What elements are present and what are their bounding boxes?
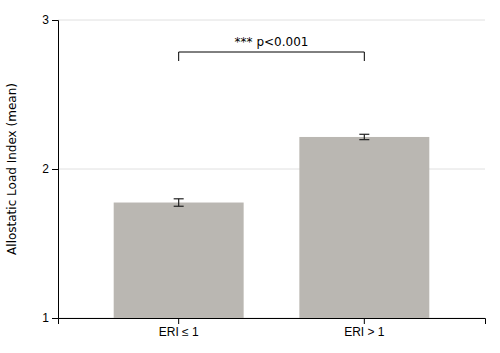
error-bar-stem	[178, 199, 179, 206]
x-axis-line	[59, 319, 486, 325]
y-tick-label: 1	[42, 311, 49, 325]
y-tick: 3	[42, 13, 58, 27]
error-bar-stem	[364, 134, 365, 139]
bar	[114, 203, 244, 318]
grid-line	[58, 20, 485, 21]
y-axis-line	[52, 21, 59, 319]
error-bar	[359, 134, 369, 139]
significance-bracket	[179, 52, 365, 61]
y-tick-label: 3	[42, 13, 49, 27]
bar	[299, 137, 429, 318]
marks	[114, 134, 430, 318]
error-bar	[174, 199, 184, 206]
x-tick: ERI > 1	[344, 318, 385, 339]
error-bar-cap	[174, 198, 184, 199]
chart: ERI ≤ 1 ERI > 1 1 2 3 *** p<0.001 Allostatic L…	[0, 0, 500, 353]
x-axis: ERI ≤ 1 ERI > 1	[59, 318, 486, 339]
error-bar-cap	[359, 134, 369, 135]
significance-label: *** p<0.001	[235, 35, 309, 49]
y-tick-mark	[52, 318, 58, 319]
x-tick-mark	[178, 318, 179, 324]
x-tick-mark	[364, 318, 365, 324]
plot: ERI ≤ 1 ERI > 1 1 2 3 *** p<0.001	[42, 13, 485, 338]
error-bar-cap	[359, 139, 369, 140]
x-tick: ERI ≤ 1	[159, 318, 199, 339]
y-tick: 2	[42, 162, 58, 176]
y-tick-mark	[52, 169, 58, 170]
y-tick-label: 2	[42, 162, 49, 176]
error-bar-cap	[174, 206, 184, 207]
x-tick-label: ERI ≤ 1	[159, 325, 199, 339]
y-axis-title: Allostatic Load Index (mean)	[5, 83, 19, 255]
y-tick: 1	[42, 311, 58, 325]
x-tick-label: ERI > 1	[344, 325, 385, 339]
grid	[58, 20, 485, 318]
y-tick-mark	[52, 20, 58, 21]
y-axis: 1 2 3	[42, 13, 58, 325]
